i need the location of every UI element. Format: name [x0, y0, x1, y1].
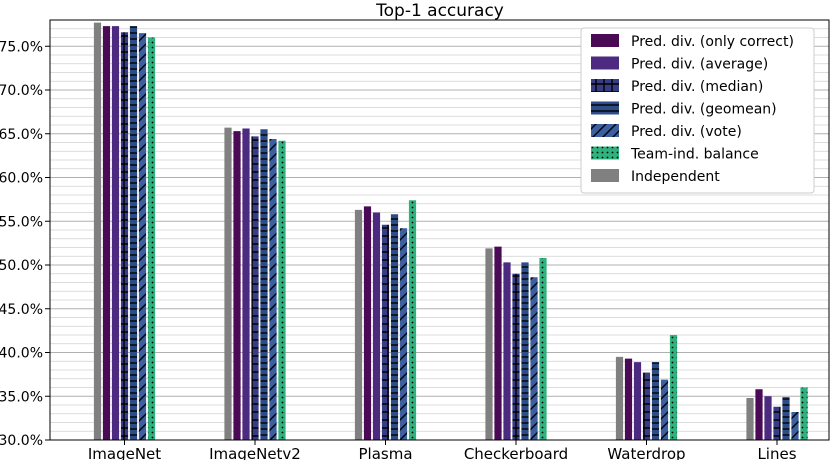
bar-lines-4	[782, 397, 790, 440]
bar-lines-5	[791, 412, 799, 440]
legend-label: Pred. div. (average)	[631, 57, 768, 73]
y-tick-label: 60.0%	[0, 171, 43, 187]
bar-imagenetv2-3	[251, 136, 259, 440]
bar-imagenetv2-1	[233, 131, 241, 440]
axes	[49, 19, 830, 441]
legend-swatch	[591, 124, 619, 137]
bar-plasma-4	[390, 214, 399, 440]
y-tick-label: 30.0%	[0, 433, 43, 449]
x-axis-ticks: ImageNet ImageNetv2 Plasma Checkerboard Wate…	[88, 440, 797, 460]
plot-frame	[49, 19, 830, 441]
bar-checkerboard-0	[485, 248, 493, 440]
bar-waterdrop-0	[615, 356, 624, 440]
bar-checkerboard-4	[521, 262, 529, 440]
bar-waterdrop-6	[669, 335, 678, 440]
bar-plasma-3	[381, 224, 390, 440]
bar-lines-0	[746, 398, 754, 440]
bar-plasma-5	[399, 228, 408, 440]
legend-swatch	[591, 101, 619, 115]
y-tick-label: 70.0%	[0, 83, 43, 99]
bar-checkerboard-5	[530, 277, 538, 440]
legend-label: Pred. div. (geomean)	[631, 102, 777, 118]
legend-swatch	[591, 56, 619, 70]
legend-swatch	[591, 146, 619, 160]
bar-checkerboard-6	[539, 258, 547, 440]
y-axis-ticks: 30.0% 35.0% 40.0% 45.0% 50.0% 55.0% 60.0% 65.0%…	[0, 39, 50, 449]
x-category-label: Plasma	[358, 445, 412, 460]
chart-title: Top-1 accuracy	[375, 1, 504, 21]
y-tick-label: 75.0%	[0, 39, 43, 55]
legend-label: Team-ind. balance	[630, 147, 759, 163]
bar-plasma-0	[354, 209, 363, 440]
bar-checkerboard-3	[512, 273, 520, 440]
bar-imagenet-4	[129, 26, 138, 440]
y-tick-label: 40.0%	[0, 346, 43, 362]
legend-swatch	[591, 79, 619, 92]
y-tick-label: 50.0%	[0, 258, 43, 274]
y-tick-label: 45.0%	[0, 302, 43, 318]
bar-imagenet-3	[120, 32, 129, 440]
y-tick-label: 35.0%	[0, 389, 43, 405]
bar-imagenet-2	[111, 26, 120, 440]
bar-imagenet-6	[147, 37, 156, 440]
bar-lines-3	[773, 406, 781, 440]
bar-imagenetv2-5	[269, 139, 277, 440]
legend-label: Pred. div. (vote)	[631, 124, 742, 140]
legend-swatch	[591, 34, 619, 47]
x-category-label: Waterdrop	[607, 445, 685, 460]
bar-lines-2	[764, 396, 772, 440]
bar-imagenet-5	[138, 33, 147, 440]
bar-waterdrop-1	[624, 358, 633, 440]
legend-box	[580, 27, 815, 194]
legend: Pred. div. (only correct) Pred. div. (ave…	[580, 27, 815, 194]
x-category-label: ImageNetv2	[209, 445, 301, 460]
bar-waterdrop-3	[642, 372, 651, 440]
bar-imagenet-0	[93, 22, 102, 440]
bar-plasma-1	[363, 206, 372, 440]
bars	[93, 22, 808, 440]
y-tick-label: 65.0%	[0, 127, 43, 143]
bar-waterdrop-5	[660, 379, 669, 440]
x-category-label: Lines	[757, 445, 796, 460]
bar-plasma-2	[372, 212, 381, 440]
y-tick-label: 55.0%	[0, 214, 43, 230]
bar-lines-1	[755, 389, 763, 440]
bar-lines-6	[800, 387, 808, 440]
bar-checkerboard-2	[503, 262, 511, 440]
x-category-label: Checkerboard	[464, 445, 568, 460]
bar-imagenet-1	[102, 26, 111, 440]
legend-label: Pred. div. (median)	[631, 79, 763, 95]
bar-imagenetv2-2	[242, 128, 250, 440]
bar-imagenetv2-4	[260, 129, 268, 440]
bar-checkerboard-1	[494, 246, 502, 440]
x-category-label: ImageNet	[88, 445, 161, 460]
bar-waterdrop-2	[633, 362, 642, 440]
bar-imagenetv2-6	[278, 140, 286, 440]
bar-imagenetv2-0	[224, 127, 232, 440]
legend-label: Pred. div. (only correct)	[631, 34, 794, 50]
bar-plasma-6	[408, 200, 417, 440]
legend-label: Independent	[631, 169, 720, 185]
bar-waterdrop-4	[651, 362, 660, 440]
legend-swatch	[591, 169, 619, 182]
